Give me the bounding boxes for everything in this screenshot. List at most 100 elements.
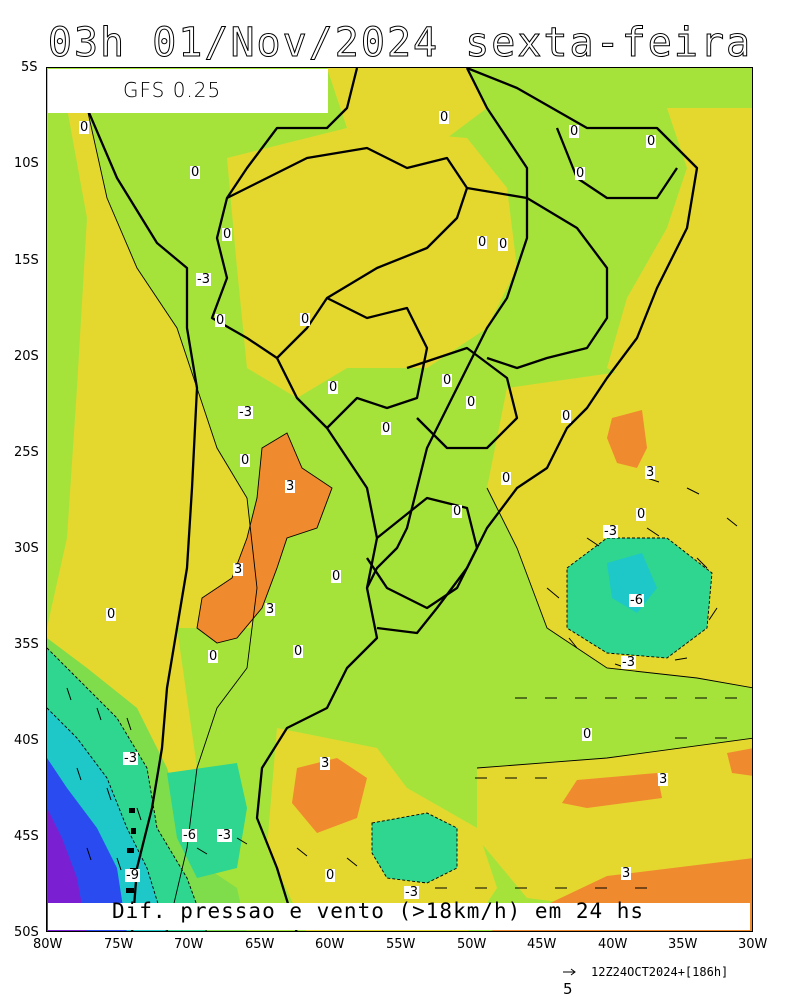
contour-label-neg3: -3 [238, 405, 253, 420]
lon-label-75w: 75W [104, 937, 134, 952]
map-title: 03h 01/Nov/2024 sexta-feira [47, 20, 753, 67]
brazil-northeast-states [555, 127, 678, 200]
contour-label-zero: 0 [501, 471, 512, 486]
contour-label-zero: 0 [569, 124, 580, 139]
wind-vectors [66, 477, 738, 889]
atlantic-coastline [376, 68, 699, 635]
high-pressure-inland [197, 433, 332, 643]
lat-label-5s: 5S [21, 60, 38, 75]
lat-label-50s: 50S [14, 925, 39, 940]
atlantic-low-core [607, 553, 657, 613]
contour-label-zero: 0 [208, 649, 219, 664]
lon-label-70w: 70W [174, 937, 204, 952]
south-atlantic-yellow [477, 738, 752, 908]
country-borders [85, 68, 699, 931]
high-pressure-south [292, 758, 367, 833]
high-pressure-south-atlantic [562, 773, 662, 808]
wind-arrows-south-atlantic [435, 697, 737, 889]
contour-label-neg3: -3 [404, 885, 419, 900]
contour-lines [47, 107, 752, 931]
contour-label-pos3: 3 [621, 866, 632, 881]
paraguay-border [326, 296, 429, 429]
contour-label-neg6: -6 [182, 828, 197, 843]
lat-label-20s: 20S [14, 349, 39, 364]
lat-label-15s: 15S [14, 253, 39, 268]
lat-label-35s: 35S [14, 637, 39, 652]
contour-label-zero: 0 [646, 134, 657, 149]
contour-label-zero: 0 [498, 237, 509, 252]
brazil-south-state [406, 346, 519, 450]
contour-label-zero: 0 [439, 110, 450, 125]
lat-label-45s: 45S [14, 829, 39, 844]
contour-label-zero: 0 [240, 453, 251, 468]
contour-label-zero: 0 [325, 868, 336, 883]
model-label-box [48, 69, 328, 113]
lon-label-65w: 65W [245, 937, 275, 952]
lat-label-25s: 25S [14, 445, 39, 460]
contour-label-zero: 0 [215, 313, 226, 328]
lon-label-40w: 40W [598, 937, 628, 952]
contour-label-zero: 0 [106, 607, 117, 622]
central-yellow-region [227, 128, 517, 398]
contour-label-pos3: 3 [265, 602, 276, 617]
contour-label-neg9: -9 [125, 868, 140, 883]
contour-label-zero: 0 [477, 235, 488, 250]
lat-label-40s: 40S [14, 733, 39, 748]
contour-label-zero: 0 [636, 507, 647, 522]
wind-scale-value: 5 [563, 980, 573, 998]
contour-label-pos3: 3 [658, 772, 669, 787]
contour-label-pos3: 3 [233, 562, 244, 577]
map-frame [46, 67, 753, 932]
contour-label-zero: 0 [79, 120, 90, 135]
contour-label-zero: 0 [466, 395, 477, 410]
contour-label-zero: 0 [582, 727, 593, 742]
contour-label-neg3: -3 [123, 751, 138, 766]
contour-label-pos3: 3 [285, 479, 296, 494]
high-pressure-east-edge [727, 748, 752, 776]
footer-label: Dif. pressao e vento (>18km/h) em 24 hs [112, 899, 645, 923]
contour-label-zero: 0 [452, 504, 463, 519]
west-coastline [85, 107, 199, 931]
contour-label-zero: 0 [331, 569, 342, 584]
lat-label-30s: 30S [14, 541, 39, 556]
contour-label-zero: 0 [300, 312, 311, 327]
lon-label-55w: 55W [386, 937, 416, 952]
lat-label-10s: 10S [14, 156, 39, 171]
brazil-central-states [466, 186, 609, 370]
model-run-info: 12Z24OCT2024+[186h] [591, 965, 729, 979]
contour-label-zero: 0 [561, 409, 572, 424]
contour-label-zero: 0 [222, 227, 233, 242]
coastal-green-strip [47, 108, 87, 628]
patagonia-green [177, 628, 297, 768]
contour-label-zero: 0 [190, 165, 201, 180]
brazil-east-inland [365, 68, 529, 589]
contour-label-pos3: 3 [645, 465, 656, 480]
contour-label-neg3: -3 [621, 655, 636, 670]
lon-label-35w: 35W [668, 937, 698, 952]
contour-label-zero: 0 [293, 644, 304, 659]
contour-label-neg6: -6 [629, 593, 644, 608]
uruguay-border [366, 496, 479, 610]
contour-label-zero: 0 [381, 421, 392, 436]
bolivia-border [226, 146, 469, 359]
lon-label-50w: 50W [457, 937, 487, 952]
model-label: GFS 0.25 [123, 78, 222, 102]
contour-label-zero: 0 [575, 166, 586, 181]
lon-label-30w: 30W [738, 937, 768, 952]
low-south-atlantic [372, 813, 457, 883]
lon-label-60w: 60W [315, 937, 345, 952]
low-purple-core [47, 808, 87, 931]
lon-label-45w: 45W [527, 937, 557, 952]
contour-label-zero: 0 [328, 380, 339, 395]
contour-label-neg3: -3 [603, 524, 618, 539]
wind-arrows-southwest [66, 687, 358, 871]
contour-label-zero: 0 [442, 373, 453, 388]
contour-label-neg3: -3 [196, 272, 211, 287]
high-pressure-atlantic-north [607, 410, 647, 468]
contour-label-pos3: 3 [320, 756, 331, 771]
footer-label-box [48, 903, 750, 930]
contour-label-neg3: -3 [217, 828, 232, 843]
lon-label-80w: 80W [33, 937, 63, 952]
wind-scale-arrow-icon [563, 968, 576, 976]
pressure-difference-map [47, 68, 752, 931]
